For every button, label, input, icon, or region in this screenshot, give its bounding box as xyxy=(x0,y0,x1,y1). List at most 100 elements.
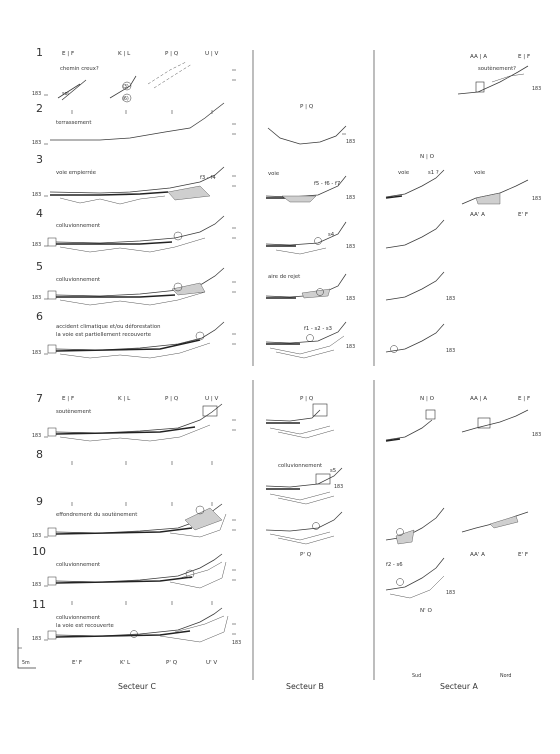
a-col-ef2-top: E' F xyxy=(518,212,528,218)
b-level-3: 183 xyxy=(346,195,355,201)
b-level-6: 183 xyxy=(346,344,355,350)
phase-1-tag-sol: sol xyxy=(62,91,69,97)
phase-2-label: terrassement xyxy=(56,120,91,126)
a-label-voie-no: voie xyxy=(398,170,409,176)
c-col-uv-mid: U | V xyxy=(205,396,219,402)
phase-11-label: colluvionnement xyxy=(56,615,100,621)
c-col-pq-bottom: P' Q xyxy=(166,660,178,666)
b-label-aire: aire de rejet xyxy=(268,274,300,280)
b-level-4: 183 xyxy=(346,244,355,250)
phase-4-label: colluvionnement xyxy=(56,223,100,229)
scale-label: 5m xyxy=(22,660,30,666)
b-level-2: 183 xyxy=(346,139,355,145)
b-col-pq-bottom: P' Q xyxy=(300,552,312,558)
phase-3-number: 3 xyxy=(36,153,43,166)
sector-a-footer: Secteur A xyxy=(440,682,479,691)
phase-1-tag-3: (3) xyxy=(122,84,129,90)
phase-9-number: 9 xyxy=(36,495,43,508)
b-label-voie: voie xyxy=(268,171,279,177)
sector-c: E | F K | L P | Q U | V 1 chemin creux? … xyxy=(17,46,241,691)
phase-8-number: 8 xyxy=(36,448,43,461)
phase-3-level: 183 xyxy=(32,192,41,198)
sector-a: AA | A E | F soutènement? 183 N | O voie… xyxy=(385,54,541,691)
phase-6-number: 6 xyxy=(36,310,43,323)
sector-separators xyxy=(252,50,375,680)
phase-9-label: effondrement du soutènement xyxy=(56,511,137,518)
b-label-colluv: colluvionnement xyxy=(278,463,322,469)
phase-7-label: soutènement xyxy=(56,408,91,415)
sector-b: P | Q 183 voie f5 - f6 - f7 183 s4 183 a… xyxy=(265,104,355,691)
c-col-ef-top: E | F xyxy=(62,51,74,57)
phase-11-level-right: 183 xyxy=(232,640,241,646)
sector-c-footer: Secteur C xyxy=(118,682,157,691)
b-label-f1: f1 - s2 - s3 xyxy=(304,326,332,332)
phase-4-number: 4 xyxy=(36,207,43,220)
b-label-f5: f5 - f6 - f7 xyxy=(314,181,340,187)
scale-bar: 5m xyxy=(17,628,36,669)
phase-6-label-2: la voie est partiellement recouverte xyxy=(56,332,151,338)
phase-10-level: 183 xyxy=(32,582,41,588)
a-col-no-bottom: N' O xyxy=(420,608,433,614)
c-ticks-top xyxy=(44,69,236,355)
a-nord: Nord xyxy=(500,673,511,679)
a-col-aa2-mid: AA' A xyxy=(470,552,485,558)
a-level-aa-mid: 183 xyxy=(532,432,541,438)
b-level-8: 183 xyxy=(334,484,343,490)
a-level-no-6: 183 xyxy=(446,348,455,354)
a-col-ef-mid: E | F xyxy=(518,396,530,402)
c-ticks-bottom xyxy=(44,419,236,641)
phase-9-level: 183 xyxy=(32,533,41,539)
a-label-voie-aa: voie xyxy=(474,170,485,176)
phase-11-number: 11 xyxy=(32,598,46,611)
phase-7-number: 7 xyxy=(36,392,43,405)
phase-1-number: 1 xyxy=(36,46,43,59)
phase-2-number: 2 xyxy=(36,102,43,115)
phase-10-number: 10 xyxy=(32,545,46,558)
c-col-kl-bottom: K' L xyxy=(120,660,131,666)
phase-11-level: 183 xyxy=(32,636,41,642)
c-col-ef-mid: E | F xyxy=(62,396,74,402)
c-col-uv-top: U | V xyxy=(205,51,219,57)
b-label-s4: s4 xyxy=(328,232,335,238)
phase-1-level: 183 xyxy=(32,91,41,97)
phase-11-label-2: la voie est recouverte xyxy=(56,623,114,629)
a-sud: Sud xyxy=(412,673,421,679)
a-col-no-mid: N | O xyxy=(420,396,435,402)
a-col-no-top: N | O xyxy=(420,154,435,160)
a-level-no-bottom: 183 xyxy=(446,590,455,596)
phase-4-level: 183 xyxy=(32,242,41,248)
a-col-aa-mid: AA | A xyxy=(470,396,487,402)
b-col-pq-mid: P | Q xyxy=(300,396,314,402)
phase-10-label: colluvionnement xyxy=(56,562,100,568)
phase-6-level: 183 xyxy=(32,350,41,356)
phase-7-level: 183 xyxy=(32,433,41,439)
a-col-aa-top: AA | A xyxy=(470,54,487,60)
a-level-aa: 183 xyxy=(532,196,541,202)
a-level-no-5: 183 xyxy=(446,296,455,302)
c-col-uv-bottom: U' V xyxy=(206,660,217,666)
a-col-ef2-mid: E' F xyxy=(518,552,528,558)
c-col-pq-mid: P | Q xyxy=(165,396,179,402)
c-col-pq-top: P | Q xyxy=(165,51,179,57)
c-ticks-8 xyxy=(71,461,213,465)
phase-5-level: 183 xyxy=(32,295,41,301)
c-col-kl-mid: K | L xyxy=(118,396,131,402)
phase-1-label: chemin creux? xyxy=(60,66,99,72)
b-label-s5: s5 xyxy=(330,468,336,474)
phase-5-label: colluvionnement xyxy=(56,277,100,283)
phase-2-level: 183 xyxy=(32,140,41,146)
c-col-ef-bottom: E' F xyxy=(72,660,82,666)
phase-6-label: accident climatique et/ou déforestation xyxy=(56,323,160,330)
a-label-f2s6: f2 - s6 xyxy=(386,562,403,568)
b-col-pq-top: P | Q xyxy=(300,104,314,110)
a-col-ef-top: E | F xyxy=(518,54,530,60)
sector-b-footer: Secteur B xyxy=(286,682,324,691)
phase-3-label: voie empierrée xyxy=(56,169,96,176)
a-label-s17: s1 ? xyxy=(428,170,439,176)
phase-5-number: 5 xyxy=(36,260,43,273)
b-level-5: 183 xyxy=(346,296,355,302)
a-level-top: 183 xyxy=(532,86,541,92)
a-col-aa2-top: AA' A xyxy=(470,212,485,218)
phase-1-tag-6: (6) xyxy=(122,96,129,102)
